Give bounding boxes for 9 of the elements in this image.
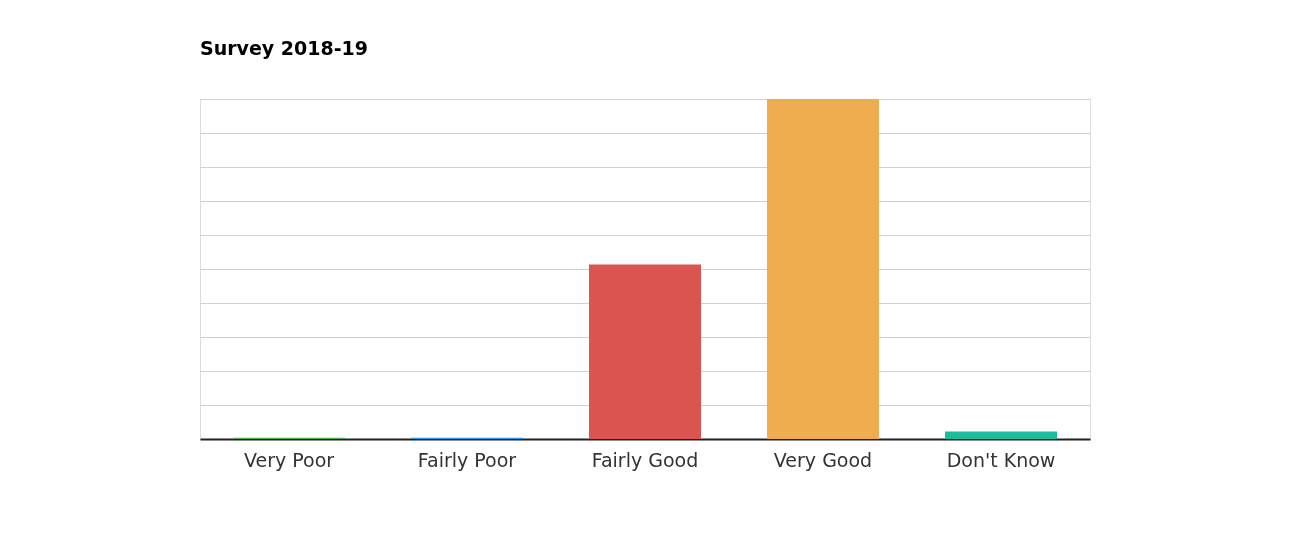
bar [767, 99, 879, 439]
bar [945, 431, 1057, 439]
x-tick-label: Very Poor [243, 448, 335, 471]
bar [589, 264, 701, 439]
chart-title: Survey 2018-19 [200, 37, 369, 59]
x-tick-label: Fairly Good [591, 448, 699, 471]
x-tick-label: Don't Know [946, 448, 1056, 471]
x-tick-label: Very Good [773, 448, 873, 471]
x-tick-label: Fairly Poor [417, 448, 517, 471]
